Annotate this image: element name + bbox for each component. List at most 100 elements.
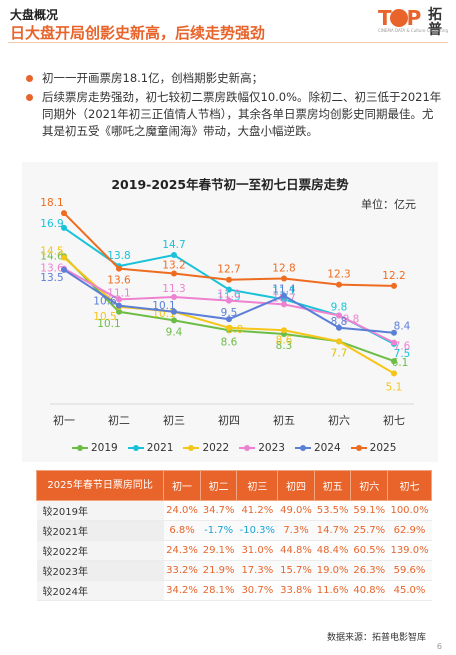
bullet-item: 初一一开画票房18.1亿，创档期影史新高； [22, 70, 442, 87]
table-cell: 26.3% [350, 560, 388, 581]
data-label-2025: 13.2 [162, 260, 185, 272]
data-label-2019: 8.6 [221, 336, 238, 348]
data-label-2023: 13.6 [40, 263, 64, 275]
table-cell: 41.2% [236, 500, 278, 521]
data-label-2022: 14.5 [40, 246, 63, 258]
data-label-2019: 10.1 [97, 318, 120, 330]
x-tick-label: 初七 [383, 413, 405, 427]
table-column-header: 初三 [236, 470, 279, 501]
legend-swatch-icon [350, 443, 367, 453]
table-cell: 44.8% [277, 540, 315, 561]
data-point-2025 [61, 210, 67, 217]
data-label-2023: 11.1 [107, 287, 130, 299]
table-cell: 19.0% [314, 560, 351, 581]
legend-swatch-icon [183, 443, 200, 453]
table-cell: 6.8% [163, 520, 201, 541]
x-tick-label: 初二 [108, 413, 130, 427]
legend-swatch-icon [239, 443, 256, 453]
table-row-label: 较2021年 [36, 520, 164, 541]
x-tick-label: 初一 [53, 413, 75, 427]
data-point-2021 [226, 286, 232, 293]
data-label-2023: 11.3 [162, 283, 185, 295]
table-cell: 24.3% [163, 540, 201, 561]
table-cell: 34.7% [200, 500, 237, 521]
legend-label: 2021 [146, 442, 174, 454]
table-cell: 59.6% [387, 560, 432, 581]
table-cell: -10.3% [236, 520, 278, 541]
legend-label: 2025 [369, 442, 397, 454]
bullet-dot-icon [26, 75, 33, 82]
data-point-2025 [391, 282, 397, 289]
data-point-2023 [171, 293, 177, 300]
data-point-2023 [281, 301, 287, 308]
data-point-2023 [226, 297, 232, 304]
data-point-2024 [336, 324, 342, 331]
data-point-2024 [391, 329, 397, 336]
x-tick-label: 初五 [273, 413, 295, 427]
table-cell: 28.1% [200, 580, 237, 601]
table-cell: 14.7% [314, 520, 351, 541]
summary-bullets: 初一一开画票房18.1亿，创档期影史新高； 后续票房走势强劲，初七较初二票房跌幅… [22, 70, 442, 142]
table-cell: 15.7% [277, 560, 315, 581]
chart-unit: 单位：亿元 [361, 198, 416, 211]
legend-swatch-icon [72, 443, 88, 453]
chart-legend: 2019 2021 2022 2023 2024 2025 [72, 442, 432, 454]
table-cell: 62.9% [387, 520, 432, 541]
table-row-label: 较2022年 [36, 540, 164, 561]
data-label-2023: 7.6 [394, 341, 411, 353]
table-row: 较2019年 24.0% 34.7% 41.2% 49.0% 53.5% 59.1% 100.… [36, 500, 432, 521]
table-column-header: 初二 [199, 470, 238, 501]
data-label-2024: 8.8 [331, 316, 348, 328]
data-label-2019: 8.3 [276, 340, 293, 352]
table-column-header: 初一 [163, 470, 201, 501]
logo-name-cn: 拓普 [428, 7, 442, 38]
data-label-2025: 12.3 [327, 269, 350, 281]
legend-item-2021: 2021 [127, 442, 174, 454]
table-cell: 17.3% [236, 560, 278, 581]
x-tick-label: 初四 [218, 413, 240, 427]
data-point-2025 [226, 276, 232, 283]
data-point-2022 [61, 254, 67, 261]
data-point-2024 [226, 316, 232, 323]
table-row: 较2021年 6.8% -1.7% -10.3% 7.3% 14.7% 25.7% 62.9% [36, 520, 432, 541]
yoy-table: 2025年春节日票房同比 初一 初二 初三 初四 初五 初六 初七 较2019年 24.0% 3… [35, 470, 432, 601]
data-label-2024: 9.5 [221, 307, 238, 319]
data-label-2021: 13.8 [107, 250, 130, 262]
legend-item-2019: 2019 [72, 442, 118, 454]
table-cell: 29.1% [200, 540, 237, 561]
data-label-2019: 6.1 [392, 357, 409, 369]
data-label-2022: 10.5 [93, 311, 116, 323]
table-column-header: 初六 [350, 470, 389, 501]
table-row: 较2024年 34.2% 28.1% 30.7% 33.8% 11.6% 40.8% 45.0… [36, 580, 432, 601]
data-label-2021: 16.9 [40, 218, 63, 230]
data-label-2025: 18.1 [40, 197, 63, 209]
data-point-2024 [61, 266, 67, 273]
table-row-label: 较2019年 [36, 500, 164, 521]
data-point-2023 [391, 339, 397, 346]
section-label: 大盘概况 [10, 8, 59, 22]
legend-swatch-icon [127, 443, 144, 453]
data-point-2025 [281, 275, 287, 282]
logo-tagline: CINEMA DATA & Culture Consulting [378, 28, 449, 33]
legend-swatch-icon [294, 443, 311, 453]
table-column-header: 初四 [277, 470, 315, 501]
data-label-2024: 10.6 [93, 296, 117, 308]
legend-label: 2022 [202, 442, 230, 454]
x-tick-label: 初三 [163, 413, 185, 427]
table-cell: 25.7% [350, 520, 388, 541]
table-column-header: 初五 [313, 470, 352, 501]
table-cell: 11.6% [314, 580, 351, 601]
data-label-2021: 9.8 [331, 301, 348, 313]
table-cell: 48.4% [314, 540, 351, 561]
data-label-2025: 12.7 [217, 264, 240, 276]
box-office-chart: 2019-2025年春节初一至初七日票房走势 单位：亿元 初一 初二 初三 初四 初五 初… [22, 162, 438, 462]
data-point-2025 [336, 281, 342, 288]
legend-item-2025: 2025 [350, 442, 397, 454]
data-point-2023 [336, 312, 342, 319]
data-label-2025: 13.6 [107, 275, 131, 287]
data-label-2021: 14.7 [162, 239, 185, 251]
x-tick-label: 初六 [328, 413, 350, 427]
data-label-2024: 13.5 [40, 272, 63, 284]
table-cell: 60.5% [350, 540, 388, 561]
